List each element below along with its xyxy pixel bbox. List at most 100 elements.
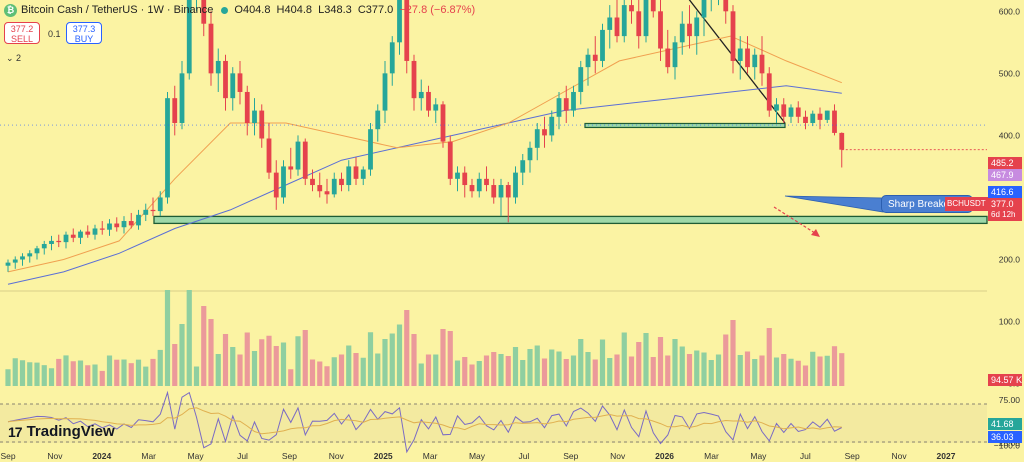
volume-bar [636,342,642,386]
candle-body [476,178,482,192]
volume-bar [607,358,613,386]
volume-bar [585,352,591,386]
candle-body [498,185,504,198]
volume-bar [367,332,374,386]
volume-bar [534,345,540,386]
candle-body [650,0,656,12]
volume-bar [831,346,838,386]
rsi-tick-label: 75.00 [999,395,1021,405]
candle-body [92,228,98,235]
bitcoin-cash-logo-icon: ₿ [4,3,17,17]
candle-body [774,104,779,111]
candle-body [520,160,526,173]
tradingview-logo[interactable]: 17 TradingView [8,423,115,440]
candle-body [317,185,323,192]
descending-trendline [688,0,786,124]
candle-body [295,141,301,170]
volume-bar [483,355,490,386]
buy-button[interactable]: 377.3 BUY [66,22,102,44]
candle-body [324,191,330,195]
candle-body [636,11,642,37]
candle-body [230,73,236,99]
volume-bar [752,359,758,386]
candle-body [186,0,192,74]
candle-body [759,54,765,74]
volume-bar [273,346,279,386]
volume-bar [817,356,823,386]
candle-body [382,73,388,111]
volume-bar [302,330,308,386]
candle-body [215,60,221,74]
candle-body [737,48,743,61]
volume-bar [810,351,816,386]
candle-body [78,231,83,238]
candle-body [172,98,178,123]
rsi-line [7,390,843,454]
x-tick-label: Mar [141,451,156,461]
x-tick-label: Mar [704,451,719,461]
buy-label: BUY [74,34,94,44]
candle-body [353,166,359,179]
candle-body [629,5,634,12]
candle-body [150,209,156,212]
volume-bar [418,363,424,386]
volume-bar [143,366,149,386]
y-tick-label: 400.0 [999,130,1021,140]
volume-bar [193,366,200,386]
market-status-icon [221,6,229,14]
volume-bar [643,333,649,386]
volume-bar [520,360,526,386]
bar-countdown: 6d 12h [988,209,1022,221]
candle-body [484,178,489,186]
volume-bar [549,349,555,386]
x-tick-label: Nov [47,451,63,461]
volume-bar [737,355,743,386]
candle-body [244,91,250,123]
sell-button[interactable]: 377.2 SELL [4,22,40,44]
x-tick-label: Nov [610,451,626,461]
price-tag-sma: 467.9 [988,169,1022,181]
sell-price: 377.2 [10,24,34,34]
symbol-header[interactable]: ₿ Bitcoin Cash / TetherUS · 1W · Binance… [4,3,478,17]
volume-bar [447,331,453,386]
volume-bar [498,354,504,386]
volume-bar [715,354,722,386]
ohlc-low: L348.3 [318,4,352,16]
candle-body [165,98,170,198]
candle-body [252,110,257,123]
symbol-title[interactable]: Bitcoin Cash / TetherUS · 1W · Binance [21,4,214,16]
candle-body [621,5,627,37]
candle-body [411,60,417,99]
candle-body [223,60,228,99]
volume-bar [795,360,801,386]
candle-body [12,259,18,263]
candle-body [571,91,576,111]
candle-body [534,129,540,148]
candle-body [433,104,439,111]
candle-body [310,178,315,186]
volume-bar [338,354,345,386]
volume-bar [48,368,55,386]
candle-body [701,0,707,18]
candle-body [694,17,700,37]
volume-bar [701,352,707,386]
candle-body [824,110,830,120]
volume-bar [63,355,69,386]
collapse-indicators-button[interactable]: ⌄ 2 [6,53,22,63]
candle-body [679,23,685,43]
candle-body [839,132,845,150]
volume-bar [99,370,105,386]
candle-body [281,166,286,198]
candle-body [63,234,69,243]
volume-bar [331,357,337,386]
candle-body [810,113,816,123]
candle-body [389,42,395,74]
volume-bar [12,358,18,386]
volume-bar [92,364,98,386]
volume-bar [222,334,229,386]
candle-body [34,248,40,254]
candle-body [426,91,431,111]
candle-body [788,107,794,117]
